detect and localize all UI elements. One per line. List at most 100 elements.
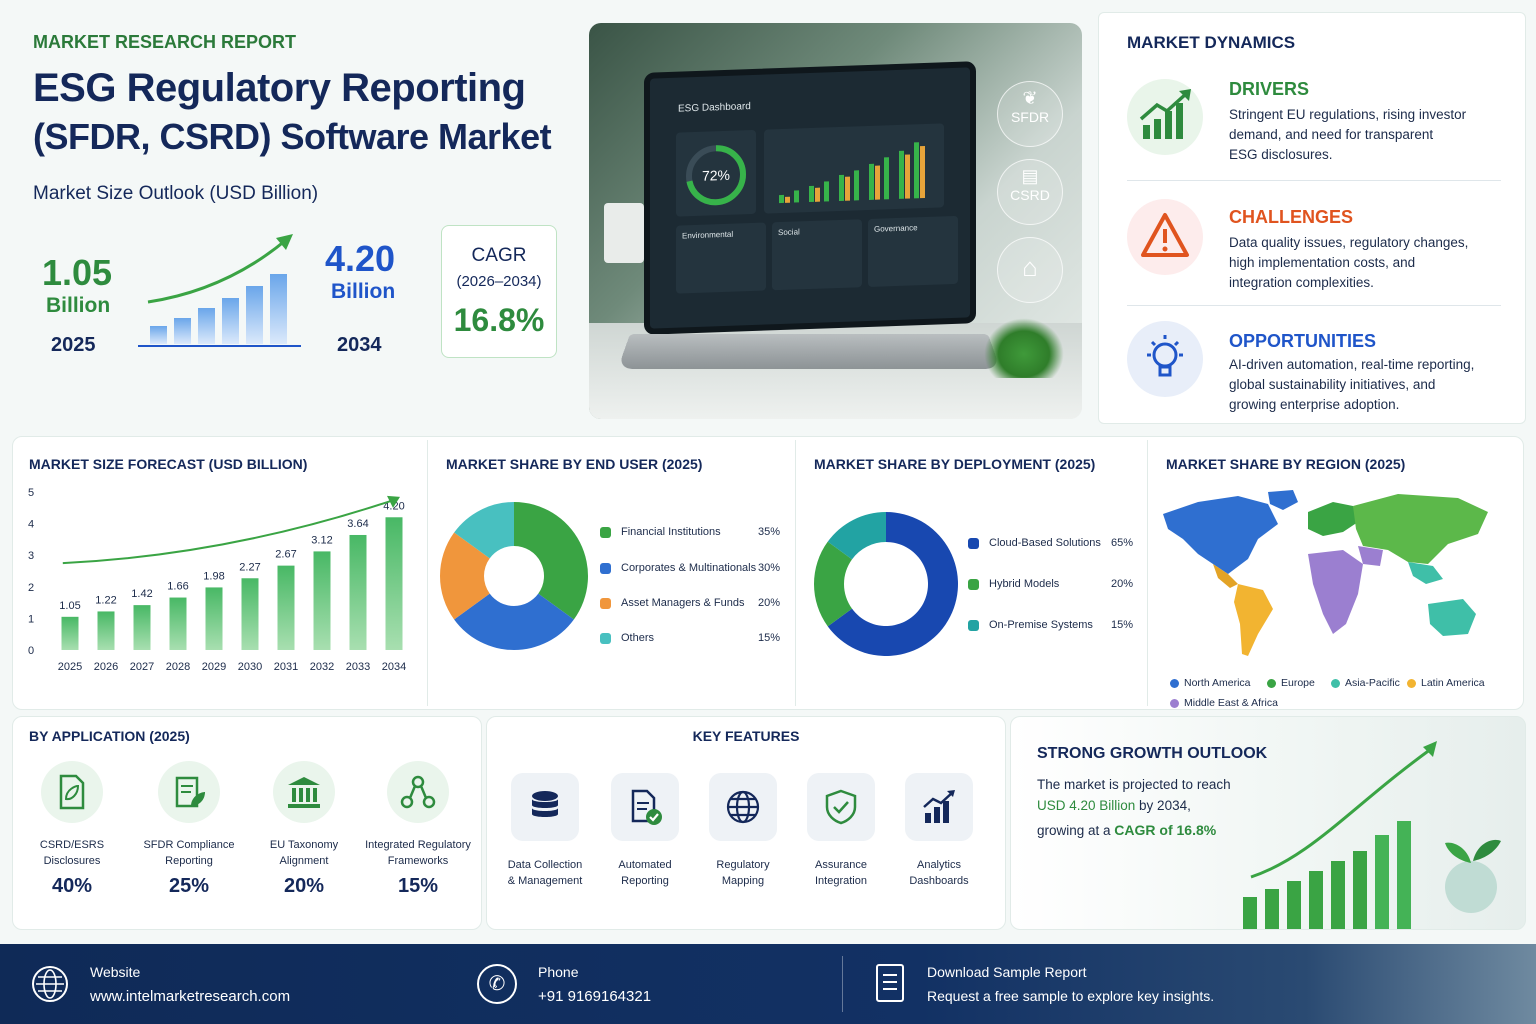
end-user-legend: Financial Institutions 35% Corporates & M… — [600, 524, 780, 654]
y-tick-label: 2 — [28, 582, 34, 594]
outlook-text: by 2034, — [1135, 798, 1191, 813]
legend-swatch — [1331, 678, 1340, 688]
leaf-decoration — [984, 318, 1064, 378]
application-label-line: EU Taxonomy — [269, 839, 339, 851]
application-percent: 40% — [51, 875, 93, 897]
env-panel-label: Environmental — [682, 229, 734, 241]
feature-label: Data Collection & Management — [497, 857, 593, 889]
application-label: EU Taxonomy Alignment — [249, 837, 359, 869]
dynamics-title: MARKET DYNAMICS — [1127, 33, 1296, 52]
legend-item: Asset Managers & Funds 20% — [600, 597, 780, 609]
hero-laptop-image: ESG Dashboard 72% Environmental Social G… — [589, 23, 1082, 419]
map-central-america — [1213, 564, 1238, 588]
badge-institution: ⌂ — [997, 237, 1063, 303]
legend-swatch — [600, 597, 611, 609]
legend-label: Latin America — [1421, 677, 1485, 689]
x-tick-label: 2027 — [130, 661, 154, 673]
legend-item: Cloud-Based Solutions 65% — [968, 537, 1133, 549]
dashboard-title: ESG Dashboard — [678, 101, 751, 115]
drivers-text-line: demand, and need for transparent — [1229, 127, 1434, 142]
deployment-title: MARKET SHARE BY DEPLOYMENT (2025) — [814, 456, 1096, 472]
opportunities-text-line: AI-driven automation, real-time reportin… — [1229, 357, 1475, 372]
phone-link[interactable]: +91 9169164321 — [538, 988, 652, 1005]
download-sample-link[interactable]: Download Sample Report — [927, 964, 1087, 980]
feature-label-line: Integration — [815, 875, 867, 887]
lightbulb-icon — [1147, 335, 1183, 377]
forecast-bar-chart: 0 1 2 3 4 5 1.05 2025 1.22 2026 1.42 2027 1.66 2028 1.… — [28, 487, 406, 673]
analytics-chart-icon — [905, 773, 973, 841]
legend-swatch — [1267, 678, 1276, 688]
website-link[interactable]: www.intelmarketresearch.com — [90, 988, 291, 1005]
feature-label-line: Mapping — [721, 875, 765, 887]
legend-label: On-Premise Systems — [989, 619, 1093, 631]
end-year: 2034 — [337, 334, 382, 356]
dashboard-bar-panel — [764, 123, 944, 214]
legend-label: Others — [621, 632, 655, 644]
y-tick-label: 3 — [28, 550, 34, 562]
divider — [1127, 180, 1501, 181]
legend-swatch — [600, 526, 611, 538]
feature-item: Analytics Dashboards — [891, 773, 987, 889]
application-label-line: CSRD/ESRS — [39, 839, 105, 851]
y-tick-label: 0 — [28, 645, 34, 657]
x-tick-label: 2033 — [346, 661, 370, 673]
data-label: 1.98 — [203, 570, 224, 582]
outlook-cagr: CAGR of 16.8% — [1114, 822, 1217, 838]
donut-slice — [514, 502, 588, 620]
forecast-bar — [349, 534, 367, 650]
footer-divider — [842, 956, 843, 1012]
badge-sfdr: ❦ SFDR — [997, 81, 1063, 147]
header-block: MARKET RESEARCH REPORT ESG Regulatory Re… — [0, 0, 580, 430]
legend-label: Cloud-Based Solutions — [989, 537, 1101, 549]
legend-percent: 15% — [1110, 619, 1133, 631]
legend-label: Asia-Pacific — [1345, 677, 1400, 689]
region-title: MARKET SHARE BY REGION (2025) — [1166, 456, 1406, 472]
legend-label: Europe — [1281, 677, 1315, 689]
opportunities-text: AI-driven automation, real-time reportin… — [1229, 355, 1474, 415]
x-tick-label: 2032 — [310, 661, 334, 673]
start-unit: Billion — [46, 294, 111, 317]
donut-slice — [814, 541, 853, 627]
feature-label: Regulatory Mapping — [695, 857, 791, 889]
shield-check-icon — [807, 773, 875, 841]
outlook-text: growing at a — [1037, 823, 1115, 838]
x-tick-label: 2026 — [94, 661, 118, 673]
y-tick-label: 5 — [28, 487, 34, 499]
x-tick-label: 2025 — [58, 661, 82, 673]
legend-swatch — [1170, 698, 1179, 708]
download-document-icon — [876, 964, 904, 1002]
forecast-title: MARKET SIZE FORECAST (USD BILLION) — [29, 456, 308, 472]
cagr-label: CAGR — [471, 245, 527, 266]
market-size-subtitle: Market Size Outlook (USD Billion) — [33, 183, 319, 204]
feature-item: Assurance Integration — [793, 773, 889, 889]
middle-row-panel — [12, 436, 1524, 710]
data-label: 1.42 — [131, 588, 152, 600]
legend-swatch — [600, 632, 611, 644]
laptop-base — [617, 334, 1001, 369]
phone-icon: ✆ — [477, 964, 517, 1004]
institution-icon — [273, 761, 335, 823]
growth-mini-chart — [138, 234, 301, 347]
map-asia — [1353, 494, 1488, 564]
map-southeast-asia — [1408, 562, 1443, 584]
divider — [1147, 440, 1148, 706]
map-middle-east — [1358, 546, 1383, 566]
map-africa — [1308, 550, 1363, 634]
feature-label-line: Dashboards — [909, 875, 969, 887]
legend-label: Corporates & Multinationals — [621, 562, 757, 574]
x-tick-label: 2031 — [274, 661, 298, 673]
forecast-bar — [133, 605, 151, 650]
legend-percent: 35% — [757, 526, 780, 538]
trend-arrow — [62, 498, 395, 565]
outlook-value: USD 4.20 Billion — [1037, 798, 1136, 813]
y-tick-label: 4 — [28, 519, 34, 531]
application-card: BY APPLICATION (2025) CSRD/ESRS Disclosur… — [12, 716, 482, 930]
social-panel-label: Social — [778, 227, 800, 238]
feature-item: Automated Reporting — [597, 773, 693, 889]
data-label: 1.22 — [95, 594, 116, 606]
divider — [795, 440, 796, 706]
challenges-icon-circle — [1127, 199, 1203, 275]
globe-icon — [709, 773, 777, 841]
legend-swatch — [968, 578, 979, 590]
forecast-bar — [205, 587, 223, 650]
